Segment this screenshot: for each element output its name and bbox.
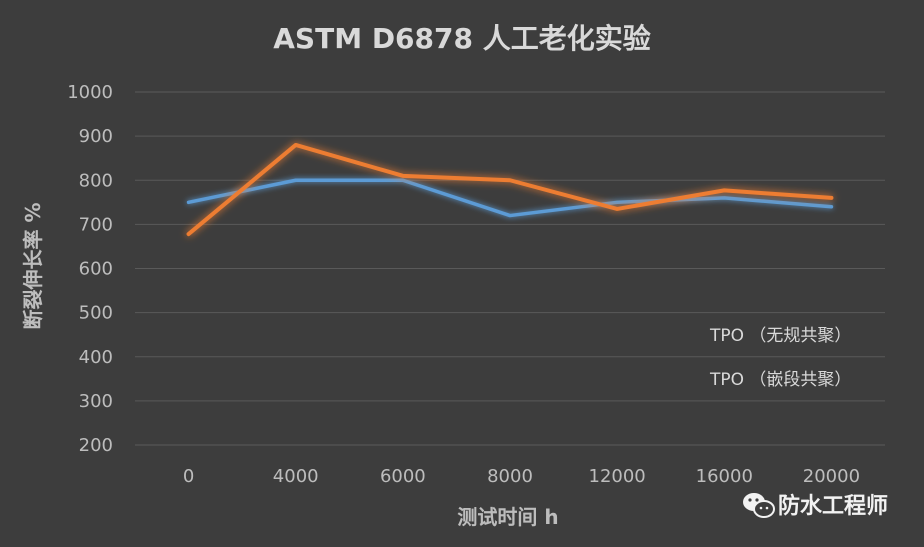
series-line-no-block — [186, 178, 834, 218]
data-point-block — [615, 207, 619, 211]
watermark-text: 防水工程师 — [778, 493, 888, 519]
y-axis-label: 断裂伸长率 % — [21, 202, 45, 329]
data-point-block — [508, 178, 512, 182]
data-point-block — [294, 143, 298, 147]
data-point-block — [187, 232, 191, 236]
legend-label-no-block: TPO （无规共聚） — [709, 326, 851, 346]
y-tick-label: 400 — [79, 347, 113, 368]
x-tick-label: 4000 — [273, 466, 319, 487]
data-point-no-block — [829, 205, 833, 209]
data-point-block — [722, 188, 726, 192]
series-lines — [186, 142, 834, 237]
y-tick-label: 700 — [79, 214, 113, 235]
data-point-block — [829, 196, 833, 200]
x-tick-label: 20000 — [803, 466, 860, 487]
x-tick-label: 6000 — [380, 466, 426, 487]
y-tick-label: 500 — [79, 303, 113, 324]
y-tick-label: 800 — [79, 170, 113, 191]
data-point-no-block — [294, 178, 298, 182]
gridlines — [135, 91, 885, 446]
x-tick-label: 0 — [183, 466, 194, 487]
data-point-block — [401, 174, 405, 178]
x-tick-label: 12000 — [589, 466, 646, 487]
y-tick-label: 900 — [79, 126, 113, 147]
y-tick-label: 1000 — [67, 82, 113, 103]
data-point-no-block — [615, 200, 619, 204]
series-line-block — [186, 142, 834, 237]
x-axis-label: 测试时间 h — [457, 505, 558, 529]
y-tick-label: 200 — [79, 435, 113, 456]
y-tick-label: 300 — [79, 391, 113, 412]
data-point-no-block — [508, 214, 512, 218]
x-tick-label: 8000 — [487, 466, 533, 487]
chart-title: ASTM D6878 人工老化实验 — [273, 22, 650, 55]
y-tick-label: 600 — [79, 259, 113, 280]
x-tick-label: 16000 — [696, 466, 753, 487]
wechat-icon — [743, 493, 775, 518]
data-point-no-block — [187, 200, 191, 204]
data-point-no-block — [722, 196, 726, 200]
x-axis-ticks: 0 4000 6000 8000 12000 16000 20000 — [183, 466, 860, 487]
legend: TPO （无规共聚） TPO （嵌段共聚） — [652, 326, 851, 390]
y-axis-ticks: 200 300 400 500 600 700 800 900 1000 — [67, 82, 113, 456]
watermark: 防水工程师 — [743, 493, 888, 519]
data-point-no-block — [401, 178, 405, 182]
legend-label-block: TPO （嵌段共聚） — [709, 370, 851, 390]
